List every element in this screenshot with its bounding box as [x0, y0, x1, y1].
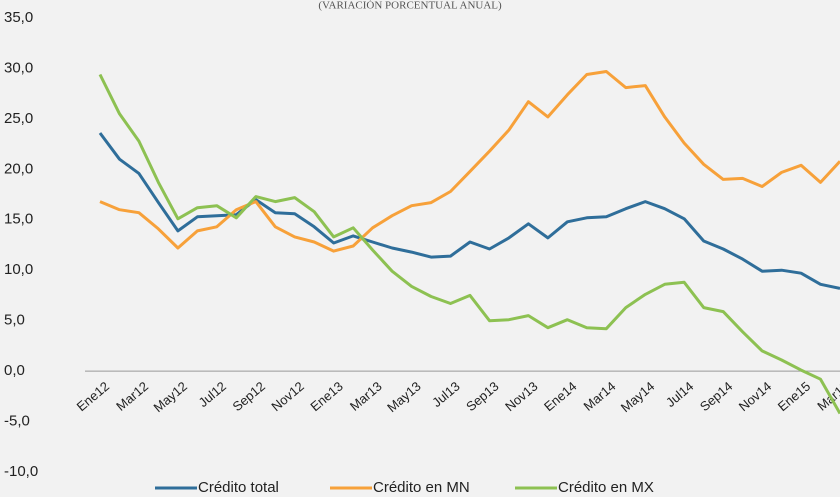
y-tick-label: 30,0 — [4, 59, 33, 76]
x-tick-label: Nov14 — [736, 379, 774, 415]
y-tick-label: 20,0 — [4, 160, 33, 177]
line-series — [98, 132, 840, 290]
x-tick-label: Ene13 — [307, 379, 345, 415]
x-tick-label: May12 — [150, 379, 190, 416]
x-tick-label: May14 — [618, 379, 658, 416]
x-tick-label: Jul14 — [663, 379, 696, 410]
x-tick-label: Nov12 — [268, 379, 306, 415]
line-series — [99, 70, 840, 253]
x-tick-label: Jul13 — [429, 379, 462, 410]
x-tick-label: Nov13 — [502, 379, 540, 415]
legend-label: Crédito en MN — [373, 479, 470, 496]
x-tick-label: Ene14 — [541, 379, 579, 415]
x-tick-label: Mar12 — [113, 379, 151, 414]
y-tick-label: 15,0 — [4, 211, 33, 228]
y-tick-label: 0,0 — [4, 362, 25, 379]
x-tick-label: Ene15 — [775, 379, 813, 415]
x-tick-label: Sep12 — [229, 379, 267, 415]
x-tick-label: Sep14 — [697, 379, 735, 415]
y-tick-label: 25,0 — [4, 110, 33, 127]
chart-subtitle: (VARIACIÓN PORCENTUAL ANUAL) — [318, 0, 502, 12]
x-tick-label: May13 — [384, 379, 424, 416]
line-series — [98, 73, 840, 415]
y-tick-label: 10,0 — [4, 261, 33, 278]
y-tick-label: -5,0 — [4, 413, 30, 430]
x-tick-label: Sep13 — [463, 379, 501, 415]
x-tick-label: Mar13 — [347, 379, 385, 414]
y-tick-label: -10,0 — [4, 463, 38, 480]
legend-label: Crédito total — [198, 479, 279, 496]
x-tick-label: Ene12 — [74, 379, 112, 415]
y-tick-label: 5,0 — [4, 312, 25, 329]
legend-label: Crédito en MX — [558, 479, 654, 496]
x-tick-label: Mar14 — [581, 379, 619, 414]
y-tick-label: 35,0 — [4, 9, 33, 26]
x-tick-label: Jul12 — [196, 379, 229, 410]
